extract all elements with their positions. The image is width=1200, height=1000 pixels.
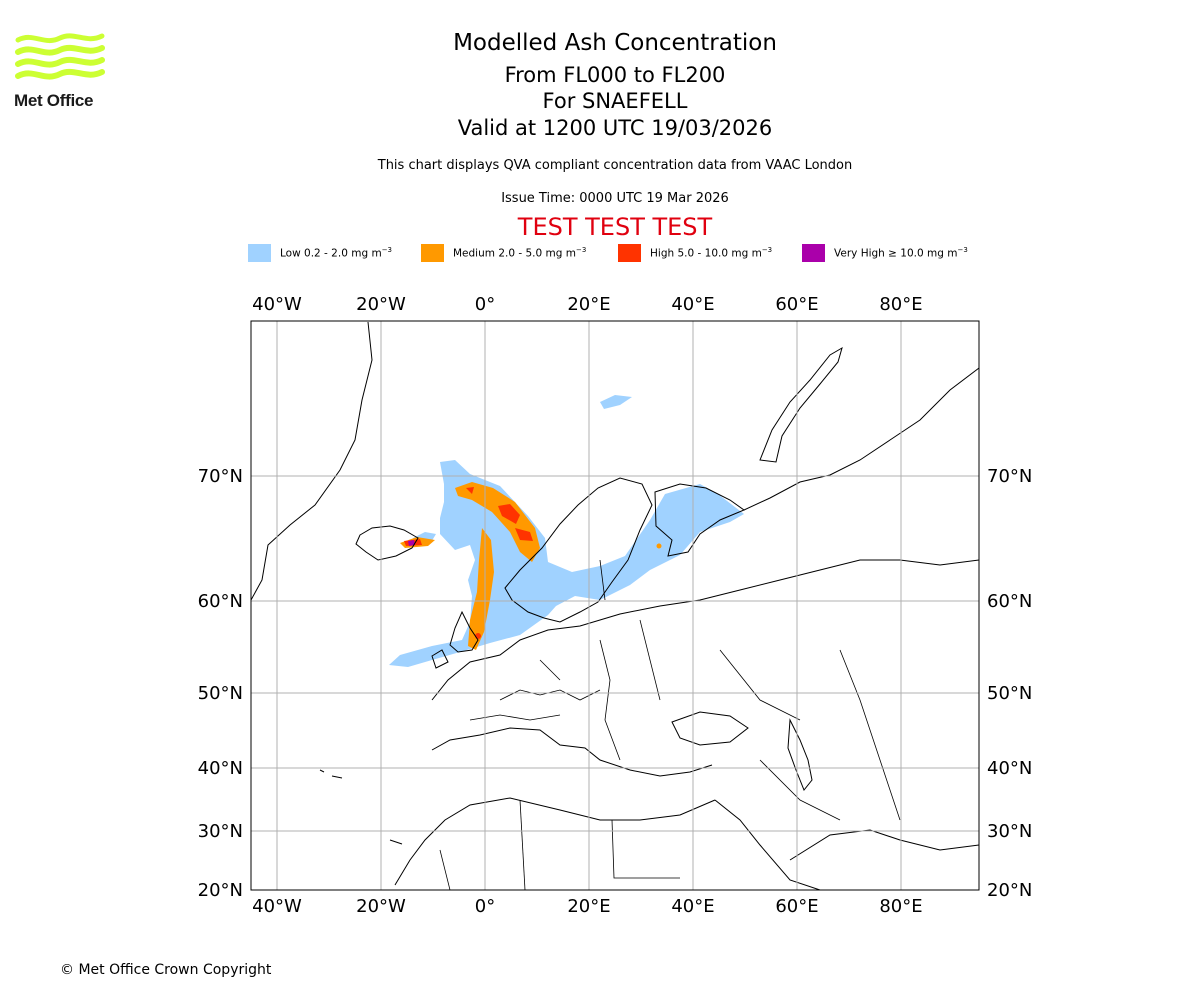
logo-wave	[15, 33, 105, 44]
latitude-label: 30°N	[198, 821, 243, 842]
legend-swatch-very-high	[802, 244, 825, 262]
flight-level-range: From FL000 to FL200	[504, 63, 726, 87]
logo-wave	[15, 44, 105, 56]
latitude-label: 30°N	[987, 821, 1032, 842]
latitude-label: 20°N	[198, 880, 243, 901]
longitude-label: 80°E	[879, 294, 922, 315]
latitude-label: 50°N	[198, 683, 243, 704]
longitude-label: 80°E	[879, 896, 922, 917]
longitude-label: 20°W	[356, 294, 406, 315]
wave-logo-icon	[15, 33, 105, 80]
longitude-label: 0°	[475, 294, 495, 315]
longitude-label: 40°E	[671, 294, 714, 315]
latitude-label: 60°N	[987, 591, 1032, 612]
legend-exp-medium: −3	[575, 246, 587, 254]
axis-labels: 40°W 40°W 20°W 20°W 0° 0° 20°E 20°E 40°E 40°E 60°E…	[198, 294, 1033, 917]
chart-title: Modelled Ash Concentration	[453, 30, 777, 56]
legend-exp-low: −3	[381, 246, 393, 254]
graticule	[251, 321, 979, 890]
longitude-label: 20°E	[567, 896, 610, 917]
coastlines	[251, 321, 979, 890]
copyright: © Met Office Crown Copyright	[60, 962, 272, 978]
latitude-label: 70°N	[198, 466, 243, 487]
legend-swatch-medium	[421, 244, 444, 262]
longitude-label: 40°W	[252, 896, 302, 917]
compliance-note: This chart displays QVA compliant concen…	[377, 158, 853, 173]
longitude-label: 40°E	[671, 896, 714, 917]
country-borders	[439, 559, 901, 890]
latitude-label: 70°N	[987, 466, 1032, 487]
longitude-label: 20°W	[356, 896, 406, 917]
legend-swatch-high	[618, 244, 641, 262]
issue-time: Issue Time: 0000 UTC 19 Mar 2026	[501, 191, 729, 206]
longitude-label: 20°E	[567, 294, 610, 315]
longitude-label: 60°E	[775, 294, 818, 315]
latitude-label: 20°N	[987, 880, 1032, 901]
logo-text: Met Office	[14, 91, 94, 110]
logo-wave	[15, 56, 105, 68]
ash-plume-high	[404, 487, 533, 639]
longitude-label: 40°W	[252, 294, 302, 315]
legend-label-medium: Medium 2.0 - 5.0 mg m	[453, 247, 576, 260]
latitude-label: 40°N	[987, 758, 1032, 779]
latitude-label: 60°N	[198, 591, 243, 612]
legend-swatch-low	[248, 244, 271, 262]
volcano-name: For SNAEFELL	[542, 89, 688, 113]
test-banner: TEST TEST TEST	[517, 213, 713, 241]
latitude-label: 50°N	[987, 683, 1032, 704]
legend-label-very-high: Very High ≥ 10.0 mg m	[834, 247, 958, 260]
legend-exp-very-high: −3	[957, 246, 968, 254]
ash-plume-very-high	[408, 540, 415, 546]
logo-wave	[15, 68, 105, 80]
latitude-label: 40°N	[198, 758, 243, 779]
met-office-logo: Met Office	[14, 30, 110, 110]
longitude-label: 0°	[475, 896, 495, 917]
ash-plume-low	[389, 395, 744, 667]
map-frame	[250, 320, 980, 891]
legend-exp-high: −3	[761, 246, 773, 254]
valid-time: Valid at 1200 UTC 19/03/2026	[457, 116, 773, 140]
longitude-label: 60°E	[775, 896, 818, 917]
legend-label-high: High 5.0 - 10.0 mg m	[650, 247, 762, 260]
legend-label-low: Low 0.2 - 2.0 mg m	[280, 247, 382, 260]
